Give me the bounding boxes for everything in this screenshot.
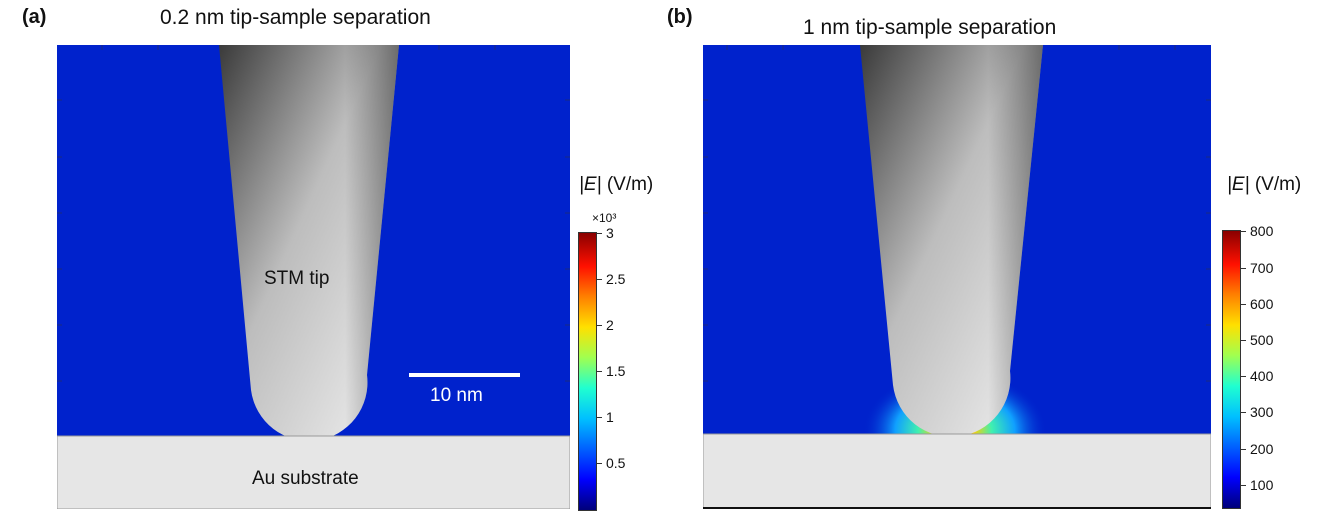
colorbar-tick: 800 bbox=[1240, 223, 1274, 239]
colorbar-unit: (V/m) bbox=[1254, 174, 1302, 195]
axis-ticks bbox=[703, 45, 1211, 382]
panel-a-colorbar-title: |E| (V/m) bbox=[579, 174, 653, 196]
colorbar-tick: 300 bbox=[1240, 404, 1274, 420]
panel-a-title: 0.2 nm tip-sample separation bbox=[160, 6, 431, 29]
colorbar-exponent: ×10³ bbox=[592, 211, 617, 225]
au-substrate-label: Au substrate bbox=[252, 468, 359, 489]
colorbar-tick: 1.5 bbox=[596, 363, 626, 379]
colorbar-unit: (V/m) bbox=[606, 174, 654, 195]
au-substrate bbox=[57, 435, 570, 509]
colorbar-symbol: |E| bbox=[1227, 174, 1250, 195]
colorbar-tick: 400 bbox=[1240, 368, 1274, 384]
axis-ticks bbox=[57, 45, 570, 382]
scale-bar bbox=[409, 373, 520, 377]
colorbar-tick: 700 bbox=[1240, 260, 1274, 276]
colorbar-symbol: |E| bbox=[579, 174, 602, 195]
colorbar-tick: 2.5 bbox=[596, 271, 626, 287]
colorbar-tick: 500 bbox=[1240, 332, 1274, 348]
colorbar-tick: 0.5 bbox=[596, 455, 626, 471]
colorbar-tick: 100 bbox=[1240, 477, 1274, 493]
colorbar-tick: 2 bbox=[597, 317, 614, 333]
colorbar-tick: 3 bbox=[597, 225, 614, 241]
au-substrate bbox=[703, 433, 1211, 509]
panel-b-colorbar bbox=[1222, 230, 1241, 509]
panel-a-letter: (a) bbox=[22, 6, 47, 28]
colorbar-tick: 200 bbox=[1240, 441, 1274, 457]
stm-tip-label: STM tip bbox=[264, 268, 330, 289]
colorbar-tick: 600 bbox=[1240, 296, 1274, 312]
panel-b-letter: (b) bbox=[667, 6, 693, 28]
panel-b-colorbar-title: |E| (V/m) bbox=[1227, 174, 1301, 196]
colorbar-tick: 1 bbox=[597, 409, 614, 425]
panel-a-colorbar bbox=[578, 232, 597, 511]
scale-bar-label: 10 nm bbox=[430, 385, 483, 406]
panel-b-plot bbox=[703, 45, 1211, 509]
panel-a-plot bbox=[57, 45, 570, 509]
panel-b-title: 1 nm tip-sample separation bbox=[803, 16, 1057, 39]
